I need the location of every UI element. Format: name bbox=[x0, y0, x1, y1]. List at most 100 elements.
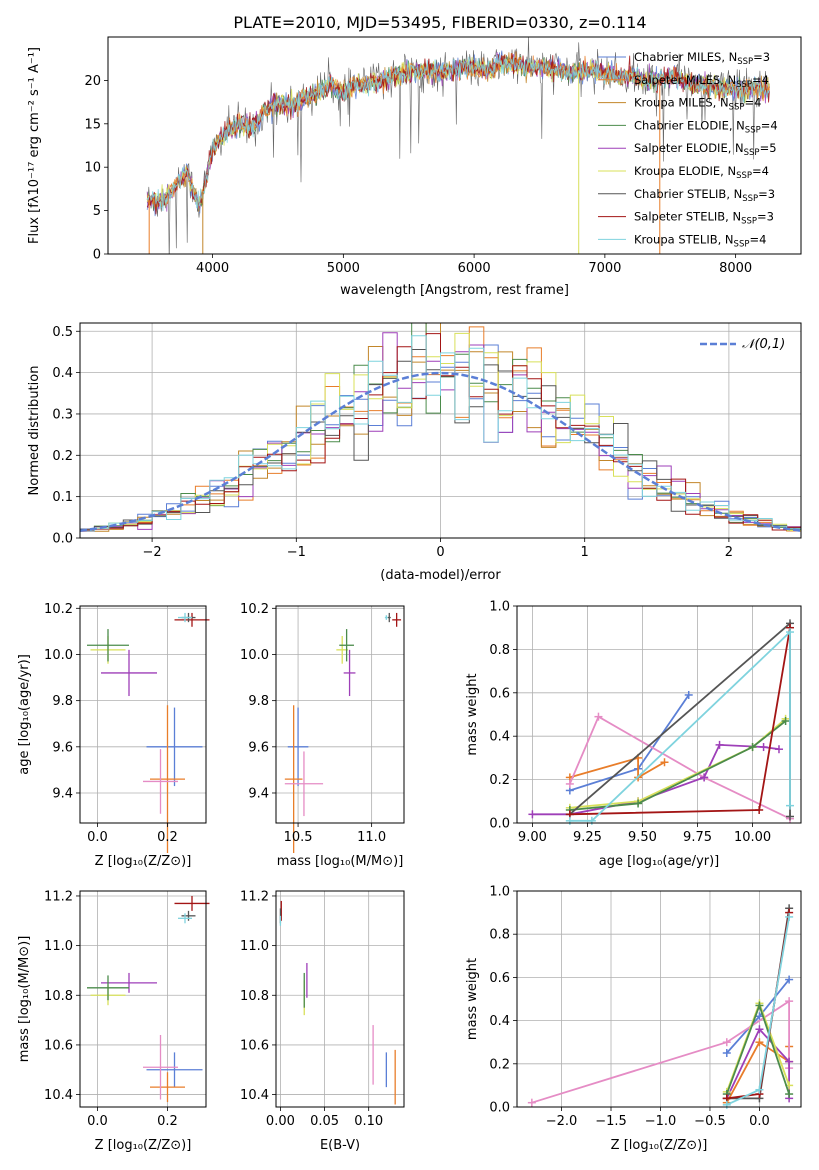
x-tick-label: 11.0 bbox=[357, 830, 386, 845]
mass-weight-vs-age-lines bbox=[528, 619, 794, 825]
y-tick-label: 1.0 bbox=[489, 600, 510, 615]
weight-marker-3-6 bbox=[774, 745, 783, 754]
y-tick-label: 9.8 bbox=[52, 694, 73, 709]
y-tick-label: 10.4 bbox=[44, 1088, 73, 1103]
age-vs-mass-panel: 10.5 11.0 9.4 9.6 9.8 10.0 10.2 mass [log₁₀(M/… bbox=[240, 602, 405, 869]
spectrum-legend: Chabrier MILES, NSSP=3 Salpeter MILES, NS… bbox=[598, 50, 778, 249]
weight-marker-0-2 bbox=[785, 975, 794, 984]
y-tick-label: 0.4 bbox=[52, 366, 73, 381]
y-tick-label: 15 bbox=[84, 117, 101, 132]
weight-line-2 bbox=[531, 999, 790, 1104]
x-tick-label: 9.00 bbox=[518, 830, 547, 845]
weight-marker-5-1 bbox=[755, 1001, 764, 1010]
y-tick-label: 0.2 bbox=[52, 449, 73, 464]
weight-marker-5-1 bbox=[634, 799, 643, 808]
mass-vs-ebv-ticks: 0.00 0.05 0.10 10.4 10.6 10.8 11.0 11.2 bbox=[240, 889, 383, 1129]
weight-marker-0-2 bbox=[684, 690, 693, 699]
legend-label-4: Salpeter ELODIE, NSSP=5 bbox=[634, 141, 777, 158]
y-tick-label: 10.0 bbox=[44, 648, 73, 663]
y-tick-label: 0.8 bbox=[489, 928, 510, 943]
y-tick-label: 0.2 bbox=[489, 1057, 510, 1072]
y-tick-label: 9.6 bbox=[52, 740, 73, 755]
y-tick-label: 0.4 bbox=[489, 1014, 510, 1029]
weight-marker-5-3 bbox=[781, 717, 790, 726]
legend-label-6: Chabrier STELIB, NSSP=3 bbox=[634, 187, 775, 204]
y-tick-label: 0.0 bbox=[52, 532, 73, 547]
residuals-legend: 𝒩(0,1) bbox=[700, 337, 785, 352]
x-tick-label: 0 bbox=[436, 545, 444, 560]
weight-marker-3-3 bbox=[700, 773, 709, 782]
mass-vs-ebv-axes-frame bbox=[275, 890, 405, 1108]
legend-label-3: Chabrier ELODIE, NSSP=4 bbox=[634, 118, 778, 135]
weight-marker-3-5 bbox=[759, 743, 768, 752]
y-tick-label: 0.5 bbox=[52, 325, 73, 340]
y-tick-label: 0.2 bbox=[489, 773, 510, 788]
x-tick-label: 0.2 bbox=[157, 830, 178, 845]
y-tick-label: 10.6 bbox=[44, 1038, 73, 1053]
y-tick-label: 0.6 bbox=[489, 971, 510, 986]
x-tick-label: 2 bbox=[725, 545, 733, 560]
x-tick-label: 0.05 bbox=[310, 1114, 339, 1129]
y-tick-label: 11.0 bbox=[44, 939, 73, 954]
age-vs-mass-x-axis-label: mass [log₁₀(M/M⊙)] bbox=[277, 854, 404, 869]
residuals-panel: −2 −1 0 1 2 0.0 0.1 0.2 0.3 0.4 0.5 (data-model)/e… bbox=[27, 322, 802, 583]
legend-label-8: Kroupa STELIB, NSSP=4 bbox=[634, 232, 766, 249]
spectrum-ticks: 4000 5000 6000 7000 8000 0 5 10 15 20 bbox=[84, 74, 752, 276]
x-tick-label: −2 bbox=[143, 545, 162, 560]
age-vs-metallicity-axes-frame bbox=[79, 605, 207, 824]
x-tick-label: −1.0 bbox=[645, 1114, 677, 1129]
spectrum-line-8 bbox=[146, 54, 770, 212]
y-tick-label: 10 bbox=[84, 161, 101, 176]
weight-marker-7-1 bbox=[755, 805, 764, 814]
mass-vs-ebv-points bbox=[279, 900, 396, 1105]
x-tick-label: 8000 bbox=[719, 261, 752, 276]
mass-vs-metallicity-grid bbox=[80, 891, 206, 1107]
weight-marker-1-3 bbox=[660, 758, 669, 767]
mass-weight-vs-metallicity-x-axis-label: Z [log₁₀(Z/Z⊙)] bbox=[611, 1138, 708, 1153]
y-tick-label: 1.0 bbox=[489, 885, 510, 900]
x-tick-label: 0.2 bbox=[157, 1114, 178, 1129]
x-tick-label: 4000 bbox=[196, 261, 229, 276]
legend-label-2: Kroupa MILES, NSSP=4 bbox=[634, 96, 761, 113]
weight-marker-1-1 bbox=[755, 1038, 764, 1047]
x-tick-label: 9.75 bbox=[683, 830, 712, 845]
weight-marker-2-1 bbox=[722, 1038, 731, 1047]
x-tick-label: 0.00 bbox=[266, 1114, 295, 1129]
x-tick-label: 0.0 bbox=[87, 830, 108, 845]
mass-vs-metallicity-y-axis-label: mass [log₁₀(M/M⊙)] bbox=[17, 936, 32, 1063]
y-tick-label: 11.2 bbox=[44, 889, 73, 904]
x-tick-label: 0.0 bbox=[87, 1114, 108, 1129]
mass-vs-ebv-x-axis-label: E(B-V) bbox=[320, 1138, 360, 1153]
mass-vs-ebv-grid bbox=[276, 891, 404, 1107]
weight-marker-8-1 bbox=[755, 1085, 764, 1094]
y-tick-label: 0.0 bbox=[489, 1101, 510, 1116]
mass-weight-vs-age-axes-frame bbox=[516, 605, 802, 824]
y-tick-label: 10.8 bbox=[240, 989, 269, 1004]
legend-label-5: Kroupa ELODIE, NSSP=4 bbox=[634, 164, 769, 181]
y-tick-label: 11.2 bbox=[240, 889, 269, 904]
y-tick-label: 0.3 bbox=[52, 407, 73, 422]
age-vs-metallicity-y-axis-label: age [log₁₀(age/yr)] bbox=[17, 654, 32, 775]
x-tick-label: −1.5 bbox=[595, 1114, 627, 1129]
mass-weight-vs-age-x-axis-label: age [log₁₀(age/yr)] bbox=[599, 854, 720, 869]
spectrum-series bbox=[146, 37, 770, 254]
y-tick-label: 0.4 bbox=[489, 730, 510, 745]
mass-vs-metallicity-ticks: 0.0 0.2 10.4 10.6 10.8 11.0 11.2 bbox=[44, 889, 178, 1129]
age-vs-mass-axes-frame bbox=[275, 605, 405, 824]
legend-label-0: Chabrier MILES, NSSP=3 bbox=[634, 50, 770, 67]
y-tick-label: 9.8 bbox=[248, 694, 269, 709]
x-tick-label: 5000 bbox=[327, 261, 360, 276]
x-tick-label: −0.5 bbox=[694, 1114, 726, 1129]
y-tick-label: 0 bbox=[93, 248, 101, 263]
y-tick-label: 0.6 bbox=[489, 686, 510, 701]
y-tick-label: 9.4 bbox=[52, 786, 73, 801]
normal-reference-curve bbox=[80, 371, 801, 533]
residuals-x-axis-label: (data-model)/error bbox=[380, 568, 501, 583]
legend-label-7: Salpeter STELIB, NSSP=3 bbox=[634, 210, 774, 227]
age-vs-metallicity-points bbox=[87, 612, 210, 854]
x-tick-label: 1 bbox=[581, 545, 589, 560]
y-tick-label: 5 bbox=[93, 204, 101, 219]
mass-weight-vs-metallicity-lines bbox=[527, 904, 794, 1109]
legend-label-1: Salpeter MILES, NSSP=4 bbox=[634, 73, 769, 90]
